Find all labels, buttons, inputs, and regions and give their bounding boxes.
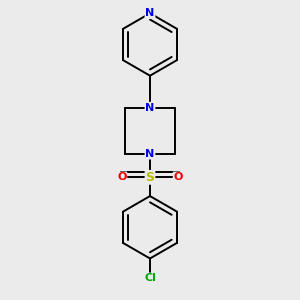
Text: Cl: Cl	[144, 273, 156, 284]
Text: O: O	[173, 172, 183, 182]
Text: N: N	[146, 149, 154, 159]
Text: S: S	[146, 171, 154, 184]
Text: O: O	[117, 172, 127, 182]
Text: N: N	[146, 8, 154, 18]
Text: N: N	[146, 103, 154, 112]
